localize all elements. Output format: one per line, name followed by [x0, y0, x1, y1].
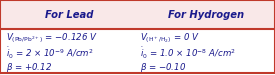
Bar	[0, 0, 275, 29]
Text: $\beta$ = −0.10: $\beta$ = −0.10	[140, 61, 186, 74]
Text: $\dot{i}_0$ = 1.0 × 10$^{-8}$ A/cm$^2$: $\dot{i}_0$ = 1.0 × 10$^{-8}$ A/cm$^2$	[140, 46, 236, 61]
Text: $V_{\mathrm{(H^+/H_2)}}$ = 0 V: $V_{\mathrm{(H^+/H_2)}}$ = 0 V	[140, 32, 200, 45]
Text: $\beta$ = +0.12: $\beta$ = +0.12	[6, 61, 52, 74]
Bar	[0, 29, 275, 73]
Text: For Hydrogen: For Hydrogen	[168, 10, 244, 20]
Text: For Lead: For Lead	[45, 10, 93, 20]
Text: $V_{\mathrm{(Pb/Pb^{2+})}}$ = −0.126 V: $V_{\mathrm{(Pb/Pb^{2+})}}$ = −0.126 V	[6, 32, 97, 45]
Text: $\dot{i}_0$ = 2 × 10$^{-9}$ A/cm$^2$: $\dot{i}_0$ = 2 × 10$^{-9}$ A/cm$^2$	[6, 46, 93, 61]
